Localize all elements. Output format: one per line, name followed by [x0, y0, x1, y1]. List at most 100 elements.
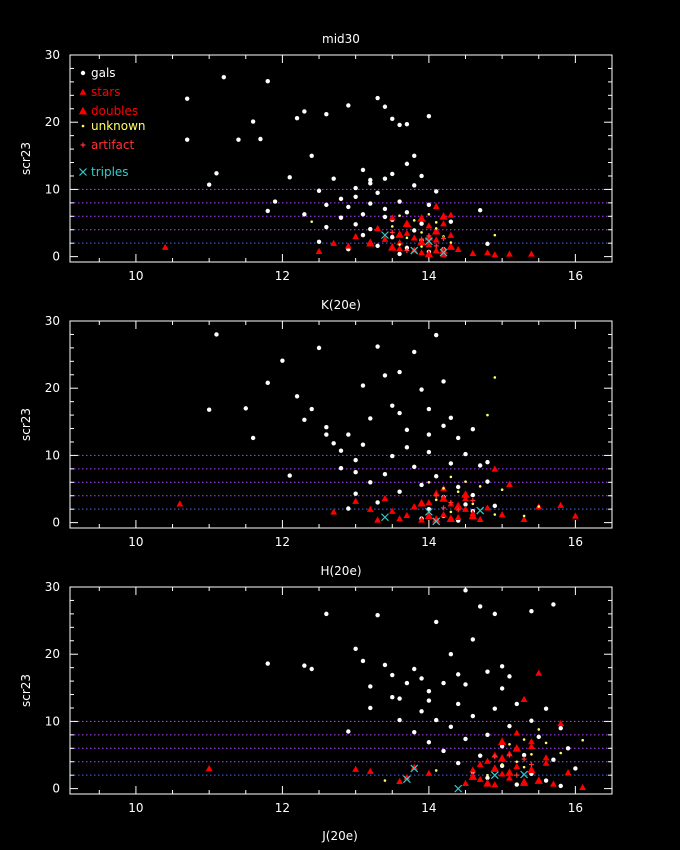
series-unknown: [310, 212, 497, 248]
artifact-point: [455, 507, 461, 513]
gals-point: [346, 729, 351, 734]
artifact-point: [433, 243, 439, 249]
gals-point: [397, 251, 402, 257]
gals-point: [184, 137, 190, 142]
triples-point: [490, 771, 499, 780]
y-tick-label: 20: [45, 647, 60, 661]
gals-point: [368, 705, 373, 711]
unknown-point: [420, 231, 423, 234]
gals-point: [324, 432, 329, 437]
triples-point: [424, 237, 433, 246]
stars-point: [484, 504, 491, 511]
stars-point: [425, 499, 433, 506]
gals-point: [529, 718, 534, 723]
legend-gals-label: gals: [91, 66, 116, 80]
panel-title: H(20e): [320, 564, 361, 578]
panel-title: K(20e): [321, 298, 361, 312]
unknown-point: [515, 760, 519, 764]
unknown-point: [398, 243, 401, 246]
panel-h20e: H(20e) scr23 10 12 14 16 0 10 20 30: [19, 564, 613, 815]
gals-point: [426, 449, 432, 455]
unknown-point: [434, 227, 438, 230]
gals-point: [346, 103, 351, 108]
stars-point: [366, 505, 374, 512]
gals-point: [353, 185, 358, 191]
scatter-points: [205, 588, 587, 793]
unknown-point: [464, 480, 467, 483]
gals-point: [353, 470, 358, 475]
gals-point: [265, 661, 270, 666]
x-tick-label: 10: [128, 269, 143, 283]
stars-point: [447, 211, 455, 218]
unknown-point: [537, 728, 541, 731]
gals-point: [382, 662, 388, 668]
gals-point: [404, 245, 410, 251]
gals-point: [360, 232, 366, 238]
y-axis-label: scr23: [19, 142, 33, 175]
gals-point: [309, 406, 314, 412]
unknown-point: [559, 751, 563, 755]
stars-point: [330, 239, 338, 246]
gals-point: [434, 474, 439, 479]
y-tick-label: 20: [45, 115, 60, 129]
gals-point: [426, 113, 432, 119]
gals-point: [390, 403, 395, 408]
gals-point: [477, 463, 483, 468]
stars-point: [396, 777, 403, 784]
stars-point: [528, 738, 535, 745]
gals-point: [265, 79, 270, 84]
stars-point: [396, 239, 403, 246]
stars-point: [403, 773, 411, 780]
gals-point: [397, 717, 402, 723]
gals-point: [477, 753, 483, 758]
series-artifact: [389, 229, 447, 254]
unknown-point: [522, 514, 526, 518]
stars-point: [425, 241, 433, 248]
unknown-point: [522, 738, 526, 741]
gals-point: [434, 189, 439, 194]
unknown-point: [390, 225, 394, 228]
gals-point: [404, 680, 410, 686]
gals-point: [419, 221, 424, 226]
stars-point: [440, 251, 447, 258]
triples-point: [402, 775, 411, 784]
stars-point: [469, 766, 477, 773]
artifact-point: [433, 493, 439, 499]
gals-point: [390, 234, 395, 240]
gals-point: [441, 680, 446, 686]
gals-point: [426, 698, 432, 703]
doubles-point: [432, 226, 441, 235]
unknown-point: [434, 769, 438, 772]
gals-point: [221, 74, 227, 80]
gals-point: [309, 666, 314, 672]
gals-point: [448, 724, 454, 729]
gals-point: [397, 410, 402, 416]
stars-point: [410, 246, 418, 253]
gals-point: [338, 465, 344, 471]
stars-point: [410, 763, 418, 770]
artifact-point: [404, 248, 410, 254]
series-triples: [381, 231, 448, 257]
gals-point: [426, 432, 432, 437]
artifact-point: [441, 505, 447, 511]
gals-point: [419, 482, 424, 488]
stars-point: [476, 515, 484, 522]
x-tick-label: 16: [568, 535, 583, 549]
unknown-point: [486, 413, 489, 417]
unknown-point: [449, 475, 453, 479]
legend-unknown-marker: [81, 124, 85, 128]
legend-gals-marker: [80, 70, 86, 76]
doubles-point: [439, 212, 448, 220]
doubles-point: [453, 501, 463, 510]
gals-point: [412, 153, 417, 159]
gals-point: [382, 472, 388, 477]
y-tick-label: 30: [45, 314, 60, 328]
artifact-point: [528, 761, 534, 767]
gals-point: [455, 672, 461, 677]
doubles-point: [505, 768, 514, 776]
doubles-point: [468, 511, 478, 520]
gals-point: [485, 732, 490, 738]
gals-point: [272, 199, 278, 204]
y-tick-label: 20: [45, 381, 60, 395]
